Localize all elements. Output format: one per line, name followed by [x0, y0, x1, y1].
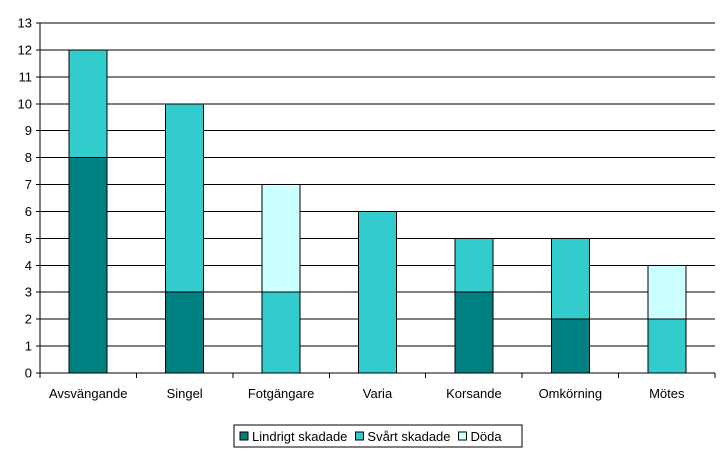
bars — [68, 49, 687, 374]
y-tick-label: 4 — [25, 258, 32, 273]
y-tick-label: 2 — [25, 312, 32, 327]
x-axis-ticks: Avsvängande Singel Fotgängare Varia Korsande… — [39, 373, 716, 401]
y-tick-label: 5 — [25, 231, 32, 246]
bar-segment — [261, 291, 301, 374]
x-tick-label: Avsvängande — [49, 386, 128, 401]
x-tick-label: Singel — [167, 386, 203, 401]
bar-segment — [68, 49, 108, 159]
y-tick-label: 13 — [18, 16, 32, 31]
x-tick-label: Korsande — [446, 386, 502, 401]
y-tick-label: 6 — [25, 204, 32, 219]
bar-segment — [647, 318, 687, 374]
bar-segment — [647, 264, 687, 320]
bar-segment — [261, 184, 301, 293]
legend-label: Lindrigt skadade — [252, 429, 347, 444]
legend-swatch — [458, 431, 468, 441]
bar-segment — [454, 291, 494, 374]
legend-box — [233, 424, 523, 448]
y-tick-label: 11 — [19, 69, 33, 84]
x-tick-label: Omkörning — [539, 386, 603, 401]
y-tick-label: 10 — [18, 96, 32, 111]
x-tick-label: Fotgängare — [248, 386, 315, 401]
bar-segment — [68, 157, 108, 374]
x-tick-label: Varia — [363, 386, 393, 401]
y-tick-label: 3 — [25, 285, 32, 300]
bar-segment — [550, 318, 590, 374]
x-tick-label: Mötes — [649, 386, 685, 401]
bar-segment — [165, 103, 205, 293]
bar-segment — [454, 237, 494, 293]
bar-segment — [550, 237, 590, 320]
legend-swatch — [354, 431, 364, 441]
bar-segment — [358, 210, 397, 374]
legend-swatch — [239, 431, 249, 441]
y-tick-label: 7 — [25, 177, 32, 192]
y-tick-label: 8 — [25, 150, 32, 165]
legend: Lindrigt skadade Svårt skadade Döda — [233, 424, 523, 448]
y-tick-label: 12 — [18, 42, 32, 57]
axes — [39, 23, 715, 374]
y-tick-label: 9 — [25, 123, 32, 138]
legend-label: Döda — [471, 429, 503, 444]
bar-segment — [165, 291, 205, 374]
legend-label: Svårt skadade — [367, 429, 450, 444]
y-tick-label: 0 — [25, 366, 32, 381]
y-tick-label: 1 — [25, 339, 32, 354]
